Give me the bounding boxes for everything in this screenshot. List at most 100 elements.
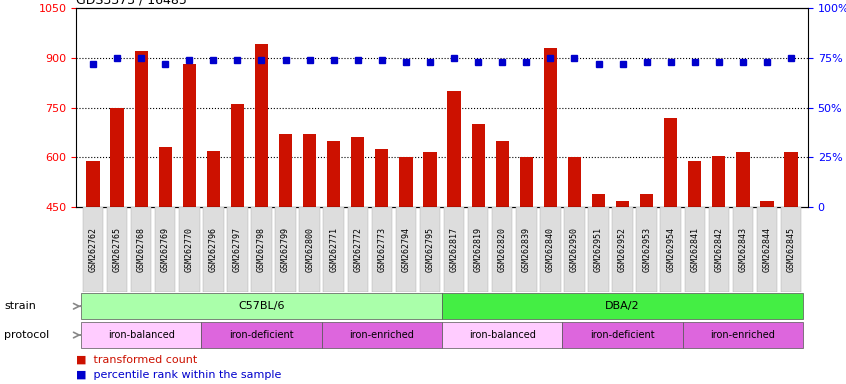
Bar: [348, 207, 368, 292]
Bar: [179, 207, 200, 292]
Bar: [442, 293, 803, 319]
Text: GDS3373 / 16485: GDS3373 / 16485: [76, 0, 187, 7]
Bar: [351, 137, 365, 207]
Text: GSM262841: GSM262841: [690, 227, 700, 272]
Text: GSM262796: GSM262796: [209, 227, 218, 272]
Bar: [444, 207, 464, 292]
Bar: [135, 51, 148, 207]
Text: iron-enriched: iron-enriched: [349, 330, 415, 340]
Bar: [81, 322, 201, 348]
Bar: [616, 201, 629, 207]
Bar: [420, 207, 440, 292]
Text: GSM262798: GSM262798: [257, 227, 266, 272]
Bar: [761, 201, 773, 207]
Text: GSM262770: GSM262770: [184, 227, 194, 272]
Text: GSM262844: GSM262844: [762, 227, 772, 272]
Bar: [231, 104, 244, 207]
Bar: [563, 322, 683, 348]
Bar: [519, 157, 533, 207]
Bar: [158, 147, 172, 207]
Bar: [321, 322, 442, 348]
Bar: [636, 207, 656, 292]
Text: GSM262820: GSM262820: [497, 227, 507, 272]
Bar: [592, 194, 605, 207]
Bar: [201, 322, 321, 348]
Bar: [327, 141, 340, 207]
Bar: [471, 124, 485, 207]
Bar: [83, 207, 103, 292]
Bar: [540, 207, 561, 292]
Bar: [683, 322, 803, 348]
Text: GSM262769: GSM262769: [161, 227, 170, 272]
Bar: [299, 207, 320, 292]
Bar: [396, 207, 416, 292]
Text: GSM262950: GSM262950: [570, 227, 579, 272]
Bar: [684, 207, 705, 292]
Text: iron-balanced: iron-balanced: [107, 330, 174, 340]
Bar: [155, 207, 175, 292]
Text: GSM262800: GSM262800: [305, 227, 314, 272]
Bar: [712, 156, 726, 207]
Bar: [423, 152, 437, 207]
Text: GSM262842: GSM262842: [714, 227, 723, 272]
Text: GSM262768: GSM262768: [137, 227, 146, 272]
Bar: [709, 207, 729, 292]
Text: GSM262773: GSM262773: [377, 227, 387, 272]
Bar: [496, 141, 508, 207]
Text: GSM262819: GSM262819: [474, 227, 483, 272]
Bar: [564, 207, 585, 292]
Bar: [203, 207, 223, 292]
Bar: [640, 194, 653, 207]
Bar: [442, 322, 563, 348]
Bar: [275, 207, 296, 292]
Bar: [588, 207, 609, 292]
Text: GSM262951: GSM262951: [594, 227, 603, 272]
Text: C57BL/6: C57BL/6: [239, 301, 285, 311]
Bar: [568, 157, 581, 207]
Bar: [688, 161, 701, 207]
Bar: [251, 207, 272, 292]
Text: GSM262762: GSM262762: [89, 227, 97, 272]
Bar: [781, 207, 801, 292]
Text: GSM262843: GSM262843: [739, 227, 747, 272]
Text: GSM262817: GSM262817: [449, 227, 459, 272]
Bar: [206, 151, 220, 207]
Bar: [81, 293, 442, 319]
Bar: [448, 91, 461, 207]
Text: GSM262953: GSM262953: [642, 227, 651, 272]
Bar: [661, 207, 681, 292]
Bar: [255, 44, 268, 207]
Text: DBA/2: DBA/2: [605, 301, 640, 311]
Text: GSM262795: GSM262795: [426, 227, 435, 272]
Text: GSM262794: GSM262794: [401, 227, 410, 272]
Bar: [131, 207, 151, 292]
Text: iron-balanced: iron-balanced: [469, 330, 536, 340]
Text: GSM262772: GSM262772: [354, 227, 362, 272]
Bar: [664, 118, 678, 207]
Text: GSM262799: GSM262799: [281, 227, 290, 272]
Bar: [399, 157, 413, 207]
Text: iron-enriched: iron-enriched: [711, 330, 776, 340]
Text: GSM262771: GSM262771: [329, 227, 338, 272]
Bar: [468, 207, 488, 292]
Bar: [183, 64, 196, 207]
Bar: [784, 152, 798, 207]
Text: iron-deficient: iron-deficient: [229, 330, 294, 340]
Bar: [736, 152, 750, 207]
Bar: [107, 207, 127, 292]
Bar: [111, 108, 124, 207]
Bar: [516, 207, 536, 292]
Bar: [86, 161, 100, 207]
Text: GSM262845: GSM262845: [787, 227, 795, 272]
Bar: [544, 48, 557, 207]
Text: GSM262840: GSM262840: [546, 227, 555, 272]
Text: GSM262797: GSM262797: [233, 227, 242, 272]
Text: GSM262952: GSM262952: [618, 227, 627, 272]
Text: ■  percentile rank within the sample: ■ percentile rank within the sample: [76, 370, 282, 381]
Text: strain: strain: [4, 301, 36, 311]
Bar: [757, 207, 777, 292]
Bar: [733, 207, 753, 292]
Text: iron-deficient: iron-deficient: [591, 330, 655, 340]
Bar: [371, 207, 392, 292]
Text: GSM262839: GSM262839: [522, 227, 530, 272]
